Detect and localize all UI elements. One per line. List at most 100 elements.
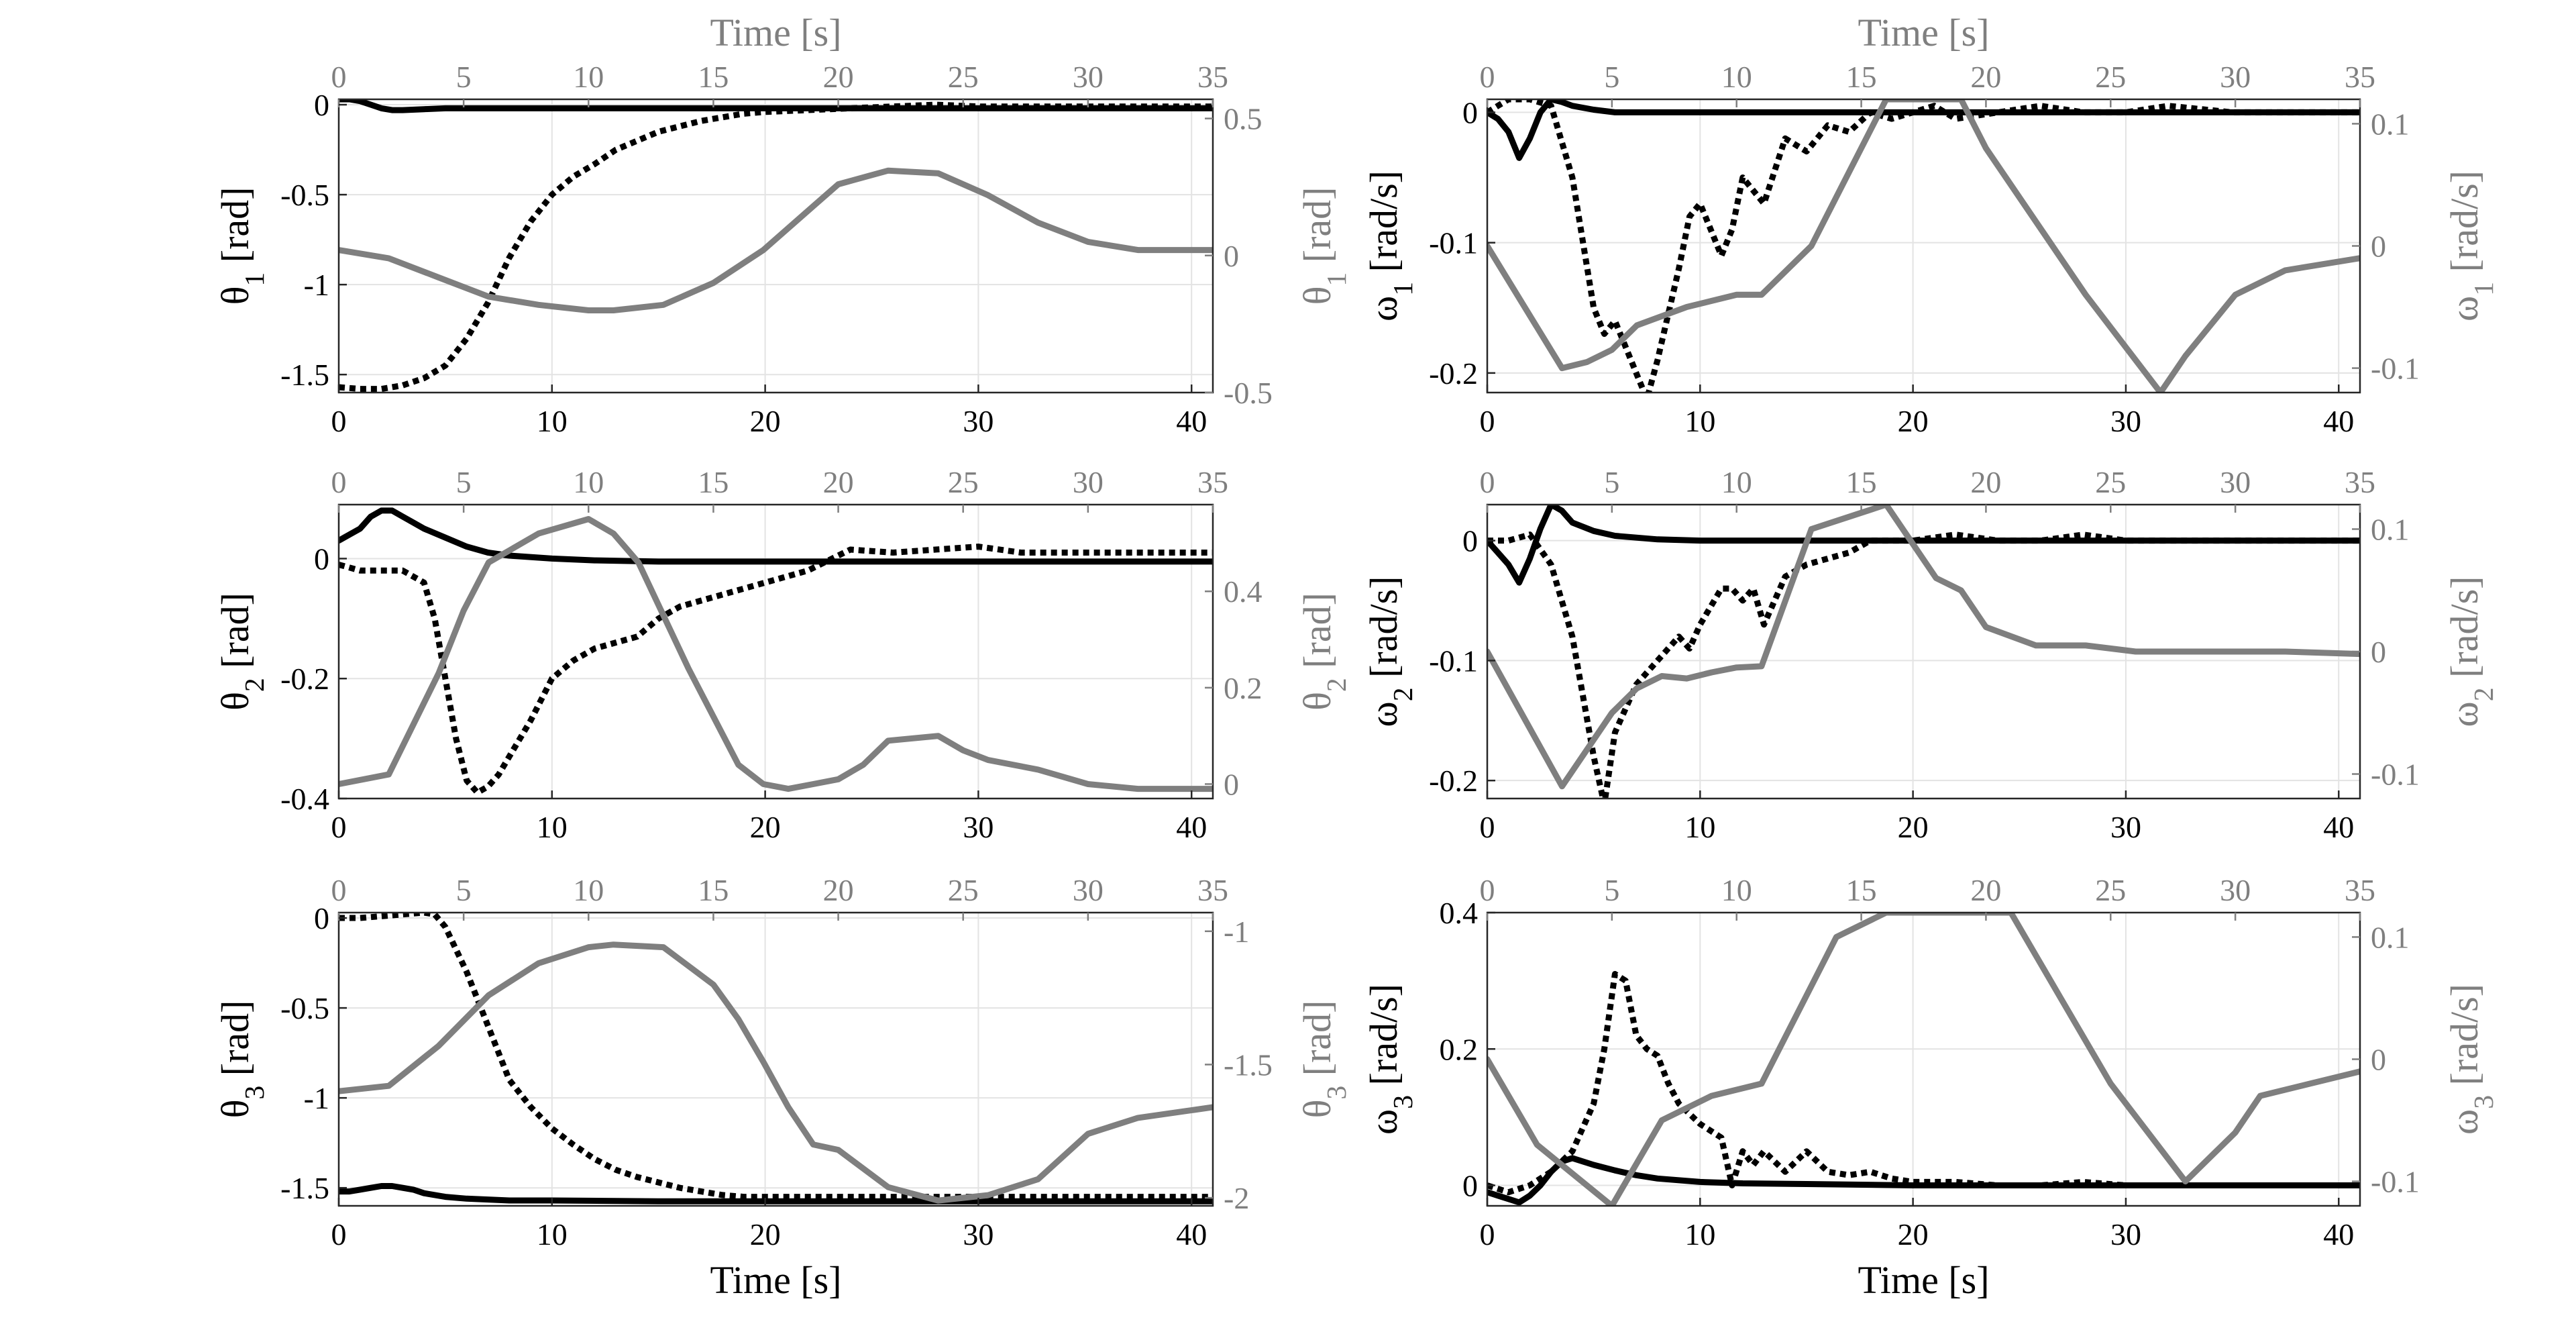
y-tick-label-right: -0.1 xyxy=(2371,758,2420,792)
x-tick-label-top: 10 xyxy=(1721,873,1752,907)
x-axis-label-top: Time [s] xyxy=(1858,11,1989,54)
y-tick-label-left: 0 xyxy=(1462,1169,1478,1203)
x-tick-label-top: 15 xyxy=(698,60,729,94)
series-group xyxy=(1487,505,2360,799)
x-tick-label-bottom: 20 xyxy=(1898,810,1929,844)
x-tick-label-bottom: 30 xyxy=(963,1217,994,1251)
y-axis-label-left: ω2 [rad/s] xyxy=(1362,576,1419,727)
y-tick-label-right: 0.1 xyxy=(2371,920,2410,954)
series-group xyxy=(1487,99,2360,393)
y-tick-label-left: 0 xyxy=(1462,95,1478,130)
x-tick-label-top: 0 xyxy=(1480,60,1495,94)
y-tick-label-right: 0.5 xyxy=(1224,102,1263,136)
axes-frame xyxy=(337,98,1214,394)
y-tick-label-right: 0 xyxy=(2371,635,2386,669)
y-tick-label-right: 0 xyxy=(1224,239,1239,273)
series-line-black-dotted xyxy=(339,913,1213,1200)
x-axis-label-top: Time [s] xyxy=(710,11,841,54)
y-tick-label-left: 0.4 xyxy=(1440,896,1479,930)
x-tick-label-top: 25 xyxy=(2095,60,2126,94)
axes-frame xyxy=(337,503,1214,800)
y-tick-label-right: 0 xyxy=(1224,767,1239,801)
y-axis-label-left: θ2 [rad] xyxy=(213,593,270,711)
series-line-gray-solid xyxy=(1487,99,2360,393)
y-tick-label-left: 0.2 xyxy=(1440,1032,1479,1066)
x-tick-label-bottom: 30 xyxy=(963,810,994,844)
y-tick-label-left: 0 xyxy=(314,901,329,935)
series-line-black-solid xyxy=(1487,99,2360,161)
y-axis-label-left: θ1 [rad] xyxy=(213,187,270,305)
x-tick-label-top: 35 xyxy=(2345,60,2375,94)
series-line-black-dotted xyxy=(1487,99,2360,393)
axes-frame xyxy=(337,911,1214,1207)
series-group xyxy=(339,913,1213,1204)
y-tick-label-right: 0 xyxy=(2371,1043,2386,1077)
x-tick-label-top: 20 xyxy=(823,873,854,907)
x-tick-label-top: 35 xyxy=(1197,873,1228,907)
x-tick-label-bottom: 40 xyxy=(2323,1217,2354,1251)
x-tick-label-bottom: 20 xyxy=(750,810,781,844)
series-line-black-dotted xyxy=(339,101,1213,393)
x-tick-label-top: 0 xyxy=(331,873,347,907)
y-axis-label-right: ω3 [rad/s] xyxy=(2443,984,2500,1135)
x-tick-label-bottom: 40 xyxy=(1176,810,1207,844)
series-group xyxy=(339,99,1213,393)
panel-theta3: 0 10 20 30 40 0 5 10 15 20 25 30 35 0 -0.5 -1 -1.5 -1 -1.5… xyxy=(213,873,1352,1302)
x-tick-label-top: 15 xyxy=(698,465,729,499)
y-tick-label-left: -1 xyxy=(304,1081,329,1115)
series-line-black-dotted xyxy=(1487,531,2360,799)
x-tick-label-bottom: 10 xyxy=(1684,1217,1715,1251)
x-tick-label-top: 5 xyxy=(456,60,472,94)
x-tick-label-top: 30 xyxy=(2220,465,2251,499)
x-tick-label-bottom: 40 xyxy=(1176,404,1207,438)
x-tick-label-top: 25 xyxy=(2095,873,2126,907)
series-line-black-solid xyxy=(1487,1155,2360,1206)
x-tick-label-top: 0 xyxy=(331,60,347,94)
x-tick-label-top: 35 xyxy=(2345,873,2375,907)
y-tick-label-left: -0.1 xyxy=(1429,644,1478,678)
y-axis-label-right: θ1 [rad] xyxy=(1295,187,1352,305)
y-tick-label-right: 0.1 xyxy=(2371,513,2410,547)
x-axis-label-bottom: Time [s] xyxy=(710,1258,841,1302)
y-axis-label-left: θ3 [rad] xyxy=(213,1000,270,1119)
x-tick-label-top: 35 xyxy=(2345,465,2375,499)
panel-omega3: 0 10 20 30 40 0 5 10 15 20 25 30 35 0.4 0.2 0 0.1 0 -0.1 ω3… xyxy=(1362,873,2500,1302)
x-tick-label-top: 10 xyxy=(573,60,604,94)
y-tick-label-right: -1.5 xyxy=(1224,1047,1273,1082)
y-tick-label-left: -1.5 xyxy=(280,358,329,392)
x-tick-label-top: 30 xyxy=(1073,873,1104,907)
y-tick-label-left: -0.4 xyxy=(280,782,329,816)
y-tick-label-right: -0.5 xyxy=(1224,376,1273,410)
series-line-black-solid xyxy=(339,507,1213,565)
x-tick-label-bottom: 10 xyxy=(537,404,568,438)
x-tick-label-bottom: 0 xyxy=(1480,1217,1495,1251)
y-axis-label-right: ω1 [rad/s] xyxy=(2443,170,2500,321)
x-tick-label-top: 10 xyxy=(573,873,604,907)
series-line-black-dotted xyxy=(339,544,1213,796)
axes-frame xyxy=(1486,98,2361,394)
y-tick-label-right: 0.4 xyxy=(1224,574,1263,609)
x-tick-label-bottom: 0 xyxy=(1480,810,1495,844)
x-tick-label-bottom: 0 xyxy=(331,404,347,438)
x-tick-label-bottom: 40 xyxy=(1176,1217,1207,1251)
series-line-gray-solid xyxy=(339,167,1213,313)
series-line-black-dotted xyxy=(1487,971,2360,1196)
y-tick-label-right: -0.1 xyxy=(2371,1165,2420,1199)
x-tick-label-top: 5 xyxy=(1604,60,1619,94)
x-tick-label-top: 10 xyxy=(1721,60,1752,94)
x-tick-label-bottom: 10 xyxy=(1684,810,1715,844)
panel-theta1: 0 10 20 30 40 0 5 10 15 20 25 30 35 0 -0.5 -1 -1.5 0.5 0 -0… xyxy=(213,11,1352,438)
y-tick-label-right: -2 xyxy=(1224,1181,1249,1215)
series-group xyxy=(339,507,1213,796)
x-tick-label-top: 20 xyxy=(1970,873,2001,907)
y-tick-label-right: -0.1 xyxy=(2371,352,2420,386)
x-tick-label-top: 10 xyxy=(1721,465,1752,499)
y-tick-label-left: -0.2 xyxy=(280,662,329,696)
axes-frame xyxy=(1486,911,2361,1207)
y-axis-label-left: ω1 [rad/s] xyxy=(1362,170,1419,321)
x-tick-label-bottom: 30 xyxy=(963,404,994,438)
x-tick-label-top: 25 xyxy=(2095,465,2126,499)
x-tick-label-top: 15 xyxy=(1846,465,1877,499)
y-tick-label-left: 0 xyxy=(314,542,329,576)
y-tick-label-left: 0 xyxy=(314,88,329,122)
